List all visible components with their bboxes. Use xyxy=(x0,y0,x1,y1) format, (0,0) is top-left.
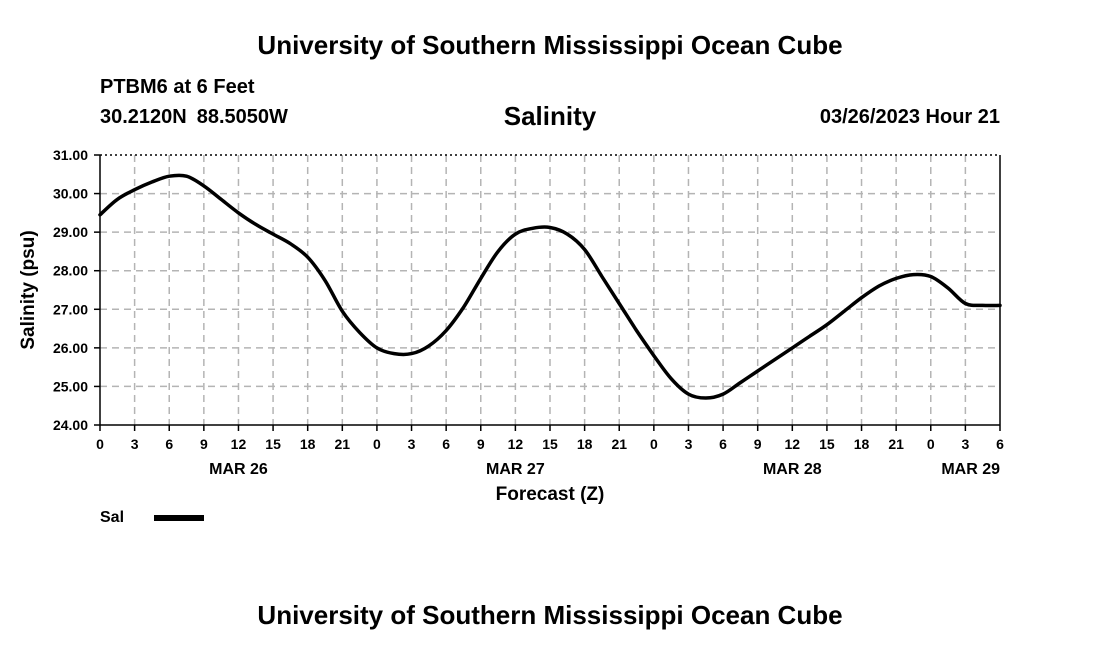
y-tick-label: 25.00 xyxy=(53,378,88,394)
y-tick-label: 27.00 xyxy=(53,301,88,317)
longitude: 88.5050W xyxy=(196,106,288,128)
x-tick-label: 12 xyxy=(785,436,801,452)
latitude: 30.2120N xyxy=(100,106,187,128)
series-layer xyxy=(98,173,1002,400)
x-tick-label: 6 xyxy=(719,436,727,452)
x-tick-label: 18 xyxy=(300,436,316,452)
x-tick-label: 21 xyxy=(888,436,904,452)
axes-layer xyxy=(94,154,1001,431)
day-label: MAR 29 xyxy=(941,461,1000,478)
x-tick-label: 15 xyxy=(265,436,281,452)
x-tick-label: 3 xyxy=(961,436,969,452)
chart-title: Salinity xyxy=(503,101,597,131)
labels-layer: 24.00 25.00 26.00 27.00 28.00 29.00 30.00 31.00… xyxy=(18,147,1004,505)
y-axis-label: Salinity (psu) xyxy=(18,230,39,349)
station-coordinates: 30.2120N 88.5050W xyxy=(100,106,298,129)
grid-layer xyxy=(100,155,1000,425)
forecast-datetime: 03/26/2023 Hour 21 xyxy=(819,106,1000,128)
day-label: MAR 26 xyxy=(209,461,268,478)
x-tick-label: 3 xyxy=(685,436,693,452)
x-tick-label: 0 xyxy=(96,436,104,452)
x-tick-label: 9 xyxy=(200,436,208,452)
x-tick-label: 6 xyxy=(996,436,1004,452)
x-tick-label: 15 xyxy=(542,436,558,452)
station-label: PTBM6 at 6 Feet xyxy=(100,76,255,98)
y-tick-label: 30.00 xyxy=(53,186,88,202)
x-tick-label: 3 xyxy=(131,436,139,452)
x-tick-label: 15 xyxy=(819,436,835,452)
x-axis-label: Forecast (Z) xyxy=(496,484,605,505)
x-tick-label: 9 xyxy=(754,436,762,452)
x-tick-label: 18 xyxy=(854,436,870,452)
y-tick-label: 24.00 xyxy=(53,417,88,433)
legend: Sal xyxy=(100,509,205,527)
x-tick-label: 18 xyxy=(577,436,593,452)
series-line-sal xyxy=(98,173,1002,400)
x-tick-label: 3 xyxy=(408,436,416,452)
x-tick-label: 0 xyxy=(650,436,658,452)
x-tick-label: 9 xyxy=(477,436,485,452)
x-tick-label: 6 xyxy=(165,436,173,452)
day-label: MAR 28 xyxy=(763,461,822,478)
page-title-top: University of Southern Mississippi Ocean… xyxy=(257,30,843,60)
x-tick-label: 6 xyxy=(442,436,450,452)
x-tick-label: 12 xyxy=(231,436,247,452)
x-tick-label: 0 xyxy=(373,436,381,452)
x-tick-label: 21 xyxy=(611,436,627,452)
x-tick-label: 21 xyxy=(335,436,351,452)
x-tick-label: 12 xyxy=(508,436,524,452)
x-tick-label: 0 xyxy=(927,436,935,452)
y-tick-label: 31.00 xyxy=(53,147,88,163)
day-label: MAR 27 xyxy=(486,461,545,478)
legend-swatch xyxy=(154,515,205,521)
page-title-bottom: University of Southern Mississippi Ocean… xyxy=(257,600,843,630)
y-tick-label: 28.00 xyxy=(53,263,88,279)
y-tick-label: 26.00 xyxy=(53,340,88,356)
legend-label: Sal xyxy=(100,509,125,526)
y-tick-label: 29.00 xyxy=(53,224,88,240)
